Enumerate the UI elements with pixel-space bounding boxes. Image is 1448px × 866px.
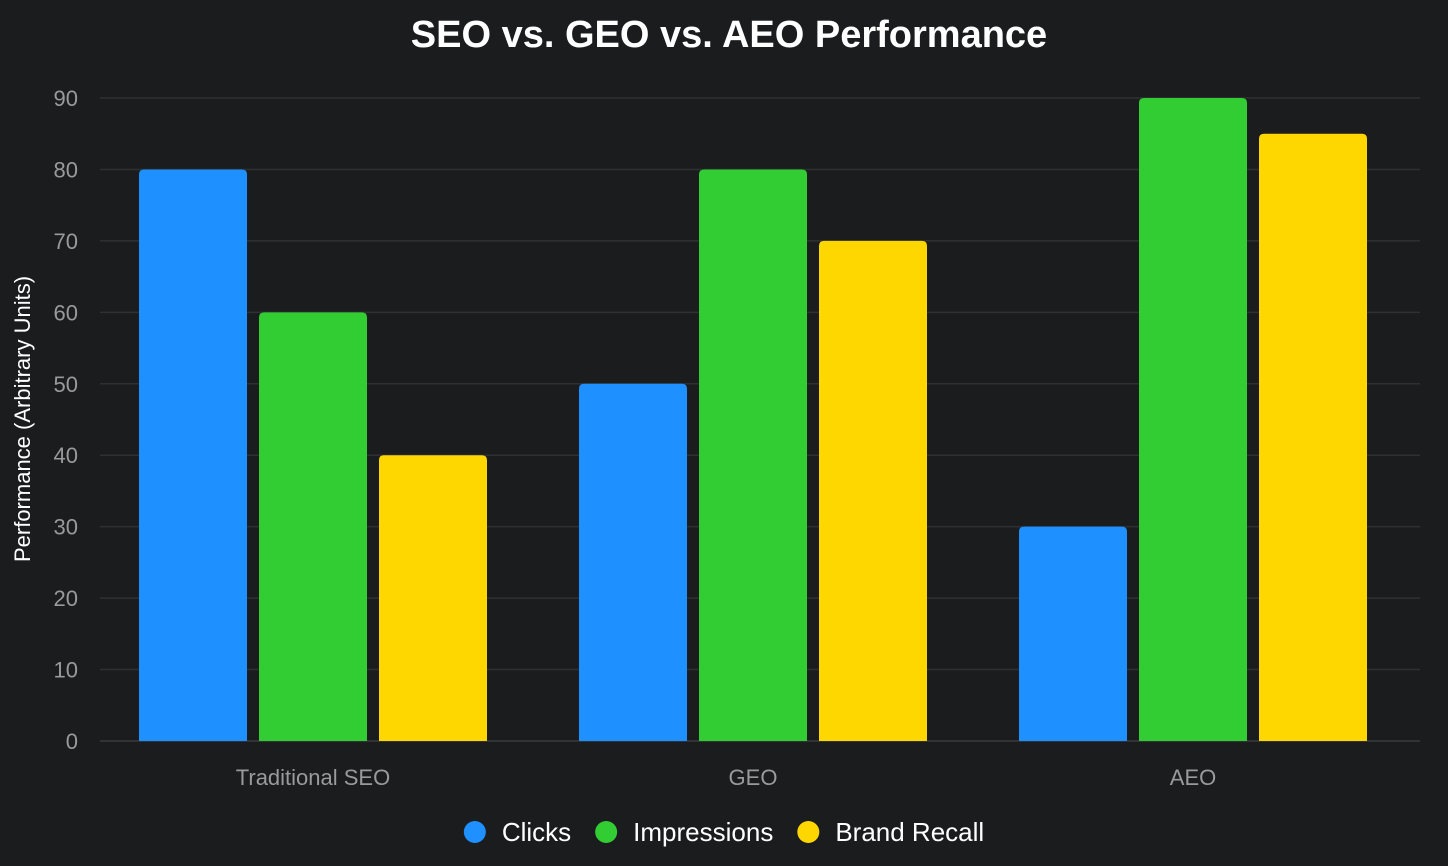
y-tick-label: 50 [54,372,78,397]
y-tick-label: 0 [66,729,78,754]
bar-impressions-aeo[interactable] [1139,98,1247,741]
bar-brand-recall-geo[interactable] [819,240,927,741]
chart-title: SEO vs. GEO vs. AEO Performance [411,14,1047,56]
bar-impressions-geo[interactable] [699,169,807,741]
x-tick-label: Traditional SEO [236,765,390,790]
bar-clicks-aeo[interactable] [1019,526,1127,741]
legend-label: Impressions [633,817,773,847]
bar-clicks-geo[interactable] [579,383,687,741]
y-axis-ticks: 0 10 20 30 40 50 60 70 80 90 [54,86,78,754]
legend-item-impressions[interactable]: Impressions [595,817,773,847]
y-tick-label: 70 [54,229,78,254]
y-tick-label: 40 [54,443,78,468]
x-tick-label: AEO [1170,765,1216,790]
y-tick-label: 90 [54,86,78,111]
legend-label: Brand Recall [835,817,984,847]
legend-item-clicks[interactable]: Clicks [463,817,571,847]
y-tick-label: 60 [54,300,78,325]
y-tick-label: 80 [54,157,78,182]
bar-clicks-traditional-seo[interactable] [139,169,247,741]
bar-brand-recall-aeo[interactable] [1259,133,1367,741]
legend-item-brand-recall[interactable]: Brand Recall [797,817,984,847]
y-axis-label: Performance (Arbitrary Units) [10,276,35,562]
x-tick-label: GEO [729,765,778,790]
legend-swatch [595,821,618,843]
bar-impressions-traditional-seo[interactable] [259,312,367,741]
bars [139,98,1367,741]
y-tick-label: 30 [54,515,78,540]
y-tick-label: 10 [54,658,78,683]
x-axis-ticks: Traditional SEO GEO AEO [236,765,1216,790]
legend-label: Clicks [502,817,571,847]
y-tick-label: 20 [54,586,78,611]
legend-swatch [463,821,486,843]
bar-brand-recall-traditional-seo[interactable] [379,455,487,741]
legend[interactable]: Clicks Impressions Brand Recall [463,817,984,847]
legend-swatch [797,821,820,843]
